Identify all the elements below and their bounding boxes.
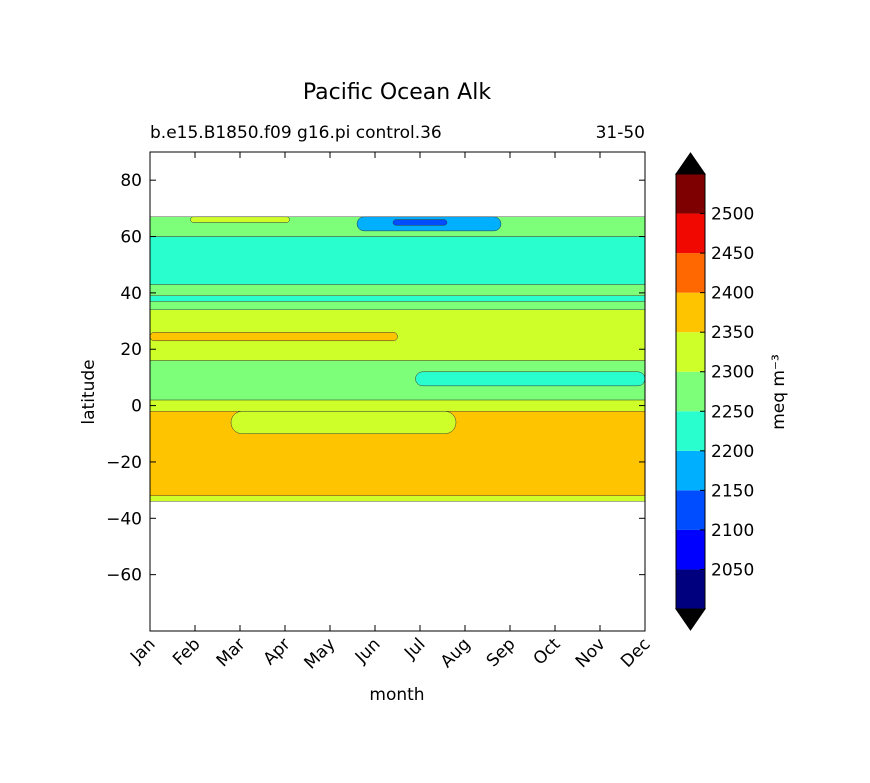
y-axis: 80 60 40 20 0 −20 −40 −60 [106, 171, 645, 586]
colorbar-segment-4 [676, 411, 705, 451]
colorbar-tick-label: 2500 [711, 205, 754, 225]
x-tick-label: Jun [351, 634, 385, 668]
y-tick-label: 40 [120, 284, 142, 304]
chart-subtitle-right: 31-50 [596, 123, 645, 143]
contour-bands [150, 216, 645, 502]
x-tick-label: Jan [126, 634, 159, 667]
contour-band-0 [150, 495, 645, 502]
contour-band-5 [150, 301, 645, 310]
y-axis-label: latitude [79, 359, 99, 424]
chart-subtitle-left: b.e15.B1850.f09 g16.pi control.36 [150, 123, 442, 143]
colorbar-segment-6 [676, 332, 705, 372]
y-tick-label: 60 [120, 228, 142, 248]
y-tick-label: −60 [106, 566, 142, 586]
x-tick-label: Mar [213, 634, 250, 671]
colorbar-tick-label: 2050 [711, 560, 754, 580]
x-tick-label: Dec [617, 634, 654, 671]
colorbar-tick-label: 2300 [711, 363, 754, 383]
colorbar-segment-1 [676, 529, 705, 570]
contour-band-6 [150, 295, 645, 302]
colorbar-tick-label: 2400 [711, 284, 754, 304]
plot-area [150, 152, 645, 631]
x-tick-label: Apr [260, 634, 295, 669]
colorbar-segment-0 [676, 569, 705, 609]
contour-feature-4 [392, 219, 448, 226]
contour-feature-5 [190, 216, 290, 223]
colorbar: 2050 2100 2150 2200 2250 2300 2350 2400 2450 2500 [675, 152, 754, 631]
colorbar-segment-3 [676, 450, 705, 491]
y-tick-label: −40 [106, 509, 142, 529]
colorbar-extend-top [675, 152, 706, 175]
colorbar-frame [675, 173, 706, 610]
x-axis-label: month [369, 685, 424, 705]
x-tick-label: Jul [400, 634, 429, 663]
contour-band-8 [150, 236, 645, 285]
colorbar-segment-8 [676, 253, 705, 293]
colorbar-tick-label: 2250 [711, 402, 754, 422]
contour-feature-2 [415, 371, 645, 387]
colorbar-tick-label: 2150 [711, 481, 754, 501]
x-tick-label: May [301, 634, 340, 673]
colorbar-tick-label: 2350 [711, 323, 754, 343]
y-tick-label: −20 [106, 453, 142, 473]
x-tick-label: Nov [572, 634, 610, 672]
colorbar-tick-label: 2200 [711, 442, 754, 462]
x-tick-label: Feb [169, 634, 204, 669]
colorbar-label: meq m⁻³ [769, 354, 789, 430]
contour-band-7 [150, 284, 645, 296]
contour-features [150, 216, 645, 435]
contour-band-2 [150, 399, 645, 412]
chart-title: Pacific Ocean Alk [303, 80, 491, 105]
colorbar-extend-bottom [675, 608, 706, 631]
x-tick-label: Sep [483, 634, 520, 671]
colorbar-segment-9 [676, 213, 705, 254]
x-tick-label: Aug [437, 634, 475, 672]
y-tick-label: 20 [120, 340, 142, 360]
x-tick-label: Oct [530, 634, 565, 669]
colorbar-segment-10 [676, 174, 705, 214]
colorbar-segment-7 [676, 292, 705, 333]
colorbar-segment-5 [676, 371, 705, 412]
colorbar-segment-2 [676, 490, 705, 530]
contour-feature-1 [230, 410, 457, 435]
colorbar-tick-label: 2450 [711, 244, 754, 264]
plot-frame [149, 151, 646, 632]
y-tick-label: 80 [120, 171, 142, 191]
y-tick-label: 0 [131, 397, 142, 417]
contour-feature-0 [150, 332, 398, 342]
colorbar-tick-label: 2100 [711, 521, 754, 541]
